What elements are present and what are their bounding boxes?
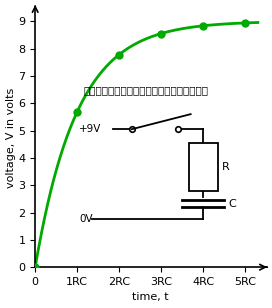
Y-axis label: voltage, V in volts: voltage, V in volts	[5, 87, 16, 188]
Text: R: R	[222, 162, 230, 172]
Text: C: C	[228, 199, 236, 209]
X-axis label: time, t: time, t	[132, 292, 169, 302]
Bar	[188, 143, 218, 191]
Text: การประจุตัวเก็บประจุ: การประจุตัวเก็บประจุ	[84, 86, 209, 96]
Text: 0V: 0V	[79, 214, 93, 224]
Text: +9V: +9V	[79, 124, 102, 134]
